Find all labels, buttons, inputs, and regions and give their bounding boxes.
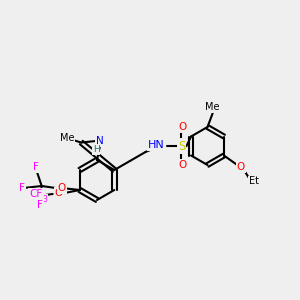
Text: F: F: [19, 183, 25, 193]
Text: CF: CF: [29, 189, 42, 199]
Text: F: F: [37, 200, 43, 210]
Text: Et: Et: [249, 176, 259, 187]
Text: 3: 3: [42, 194, 47, 203]
Text: O: O: [178, 122, 187, 132]
Text: S: S: [178, 140, 185, 152]
Text: H: H: [93, 145, 100, 154]
Text: O: O: [58, 183, 66, 193]
Text: N: N: [96, 136, 104, 146]
Text: Me: Me: [205, 102, 220, 112]
Text: O: O: [237, 161, 245, 172]
Text: F: F: [33, 162, 39, 172]
Text: O: O: [55, 188, 63, 198]
Text: HN: HN: [148, 140, 165, 150]
Text: Me: Me: [60, 133, 74, 142]
Text: O: O: [178, 160, 187, 170]
